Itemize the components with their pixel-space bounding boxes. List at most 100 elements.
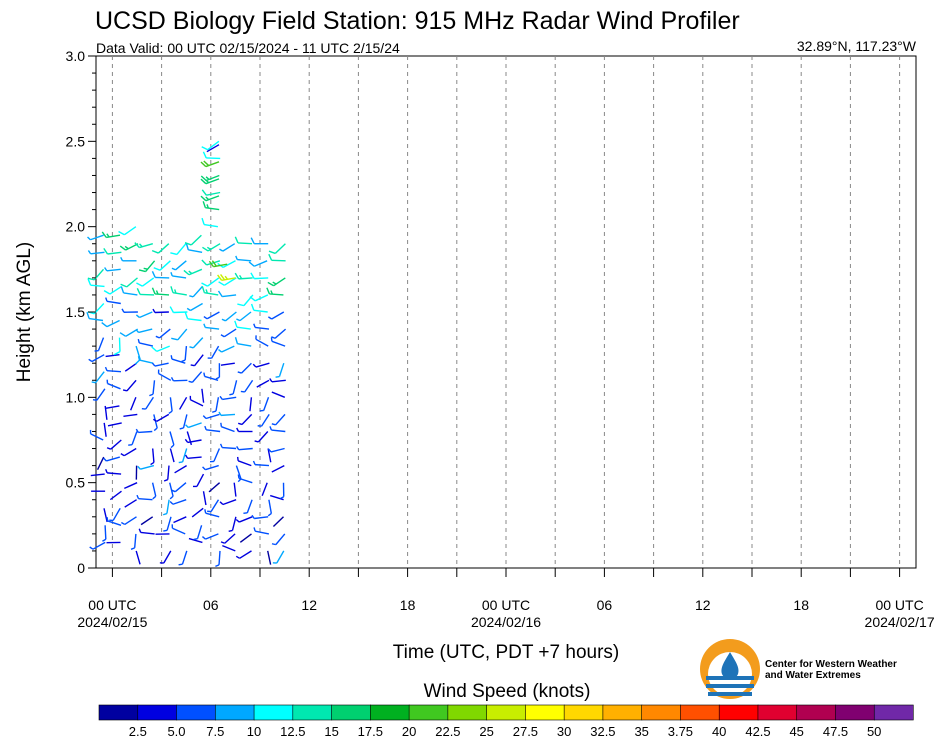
wind-barb <box>219 443 237 450</box>
wind-barb <box>149 380 156 397</box>
wind-barb <box>109 490 122 501</box>
wind-barb <box>120 447 137 457</box>
wind-barb <box>106 516 122 526</box>
wind-barb <box>90 473 105 477</box>
wind-barb <box>86 311 104 322</box>
wind-barb <box>171 260 187 271</box>
wind-barb <box>89 541 106 550</box>
wind-barb <box>234 236 253 245</box>
wind-barb <box>201 140 220 151</box>
wind-barb <box>101 319 120 328</box>
wind-barb <box>272 516 284 528</box>
wind-barb <box>219 499 237 506</box>
wind-barb <box>218 277 237 286</box>
colorbar-label: 25 <box>479 724 493 739</box>
wind-barb <box>124 482 138 490</box>
wind-barb <box>202 201 220 211</box>
wind-barb <box>130 533 137 550</box>
wind-barb <box>119 243 139 251</box>
wind-barb <box>200 174 220 182</box>
wind-barb <box>191 507 204 518</box>
wind-barb <box>219 243 236 252</box>
wind-barb <box>137 338 154 347</box>
wind-barb <box>152 308 169 314</box>
wind-barb <box>208 482 221 493</box>
wind-barb <box>168 397 173 414</box>
colorbar-label: 42.5 <box>745 724 770 739</box>
wind-barb <box>219 395 237 401</box>
wind-barb <box>184 438 202 444</box>
wind-barb <box>235 550 252 559</box>
wind-barb <box>103 422 107 437</box>
colorbar-label: 30 <box>557 724 571 739</box>
x-tick-date-label: 2024/02/17 <box>865 614 935 630</box>
wind-barb <box>267 448 272 463</box>
colorbar-swatch <box>408 704 449 721</box>
wind-barb <box>178 448 188 464</box>
wind-barb <box>104 366 122 373</box>
wind-barb <box>186 431 193 446</box>
colorbar-swatch <box>525 704 565 721</box>
wind-barb <box>253 323 270 330</box>
wind-barb <box>163 465 170 482</box>
wind-barb <box>220 328 237 338</box>
colorbar-swatch <box>796 704 837 721</box>
wind-barb <box>208 260 228 268</box>
wind-barb <box>206 144 220 153</box>
wind-barb <box>122 379 137 392</box>
wind-barb <box>220 533 236 544</box>
wind-barb <box>233 482 237 497</box>
wind-barb <box>153 260 171 271</box>
wind-barb <box>271 391 286 398</box>
wind-barb <box>151 287 170 296</box>
colorbar-label: 3.75 <box>668 724 693 739</box>
wind-barb <box>171 482 187 493</box>
location-label: 32.89°N, 117.23°W <box>797 38 917 54</box>
colorbar-swatch <box>214 704 255 721</box>
wind-barb <box>200 195 220 202</box>
wind-barb <box>271 328 287 339</box>
wind-barb <box>240 379 254 393</box>
wind-barb <box>266 287 284 296</box>
wind-barb <box>200 178 220 185</box>
wind-barb <box>171 328 188 341</box>
wind-barb <box>202 151 221 160</box>
wind-barb <box>87 250 105 255</box>
wind-barb <box>181 346 188 363</box>
wind-barb <box>87 278 105 288</box>
wind-barb <box>215 550 221 568</box>
wind-barb <box>237 474 253 484</box>
wind-barb <box>169 499 187 505</box>
wind-barb <box>171 524 186 535</box>
colorbar-swatch <box>98 704 139 721</box>
y-tick-label: 0 <box>77 560 85 576</box>
wind-barb <box>124 499 137 508</box>
wind-barb <box>236 427 253 433</box>
colorbar-swatch <box>873 704 914 721</box>
wind-barb <box>204 425 221 433</box>
colorbar-label: 32.5 <box>590 724 615 739</box>
wind-barb <box>102 525 107 542</box>
wind-barb <box>235 516 253 523</box>
wind-barb <box>124 362 138 372</box>
wind-barb <box>184 454 202 460</box>
wind-barb <box>170 355 186 364</box>
wind-barb <box>271 413 286 426</box>
colorbar-swatch <box>331 704 371 721</box>
wind-barb <box>113 337 121 356</box>
wind-barb <box>268 243 286 255</box>
wind-barb <box>103 285 122 295</box>
wind-barb <box>103 508 108 523</box>
colorbar-label: 20 <box>402 724 416 739</box>
wind-barb <box>120 256 137 262</box>
wind-barb <box>203 372 219 381</box>
wind-barb <box>185 243 203 253</box>
wind-barb <box>151 271 170 279</box>
wind-barb <box>270 494 284 501</box>
wind-barb <box>135 328 153 334</box>
wind-barb <box>267 550 272 565</box>
x-tick-date-label: 2024/02/16 <box>471 614 541 630</box>
wind-barb <box>267 277 286 287</box>
wind-barb <box>259 397 270 412</box>
wind-barb <box>209 448 221 463</box>
